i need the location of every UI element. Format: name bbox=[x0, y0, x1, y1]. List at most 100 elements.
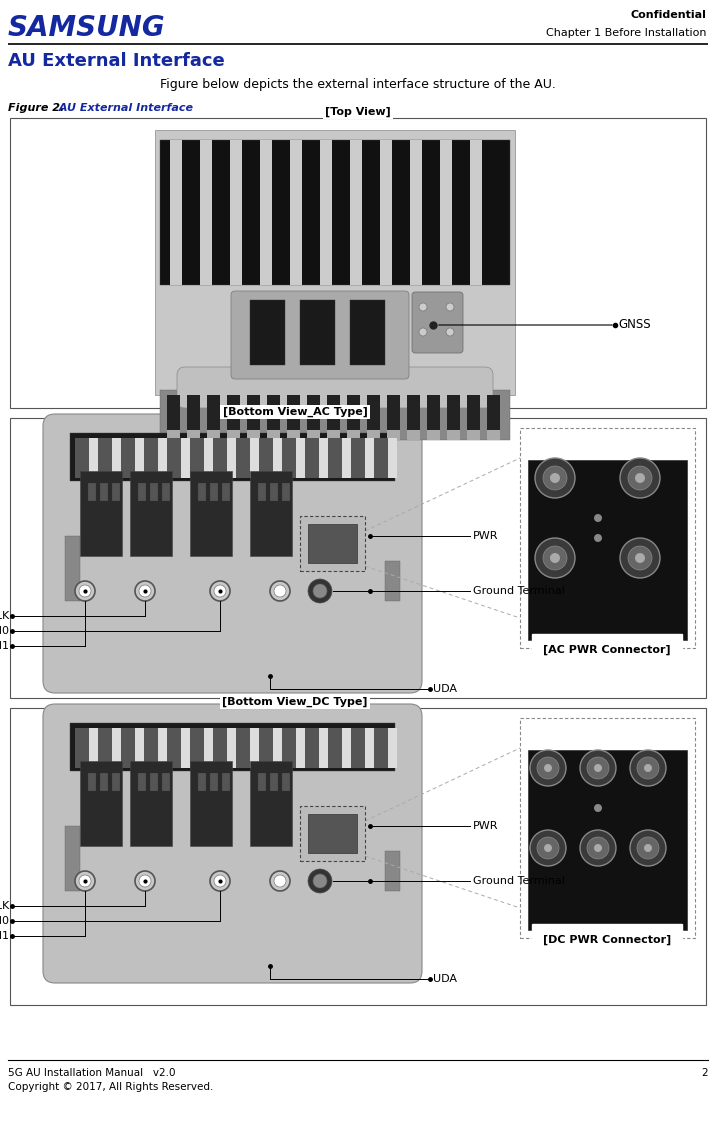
Circle shape bbox=[644, 844, 652, 852]
Bar bbox=[410, 140, 422, 285]
Bar bbox=[365, 438, 374, 478]
Bar bbox=[65, 826, 80, 891]
Bar bbox=[210, 483, 218, 501]
Text: Ground Terminal: Ground Terminal bbox=[473, 586, 565, 596]
Bar bbox=[307, 395, 320, 435]
Bar bbox=[528, 460, 687, 640]
Bar bbox=[374, 438, 388, 478]
Bar bbox=[213, 438, 227, 478]
Bar bbox=[267, 395, 280, 435]
Bar bbox=[80, 761, 122, 846]
Bar bbox=[273, 438, 282, 478]
Circle shape bbox=[79, 875, 91, 887]
Bar bbox=[204, 438, 213, 478]
Circle shape bbox=[543, 466, 567, 490]
Bar bbox=[187, 395, 200, 435]
Bar bbox=[267, 430, 280, 440]
Bar bbox=[374, 728, 388, 768]
Circle shape bbox=[274, 585, 286, 597]
Bar bbox=[236, 438, 250, 478]
Bar bbox=[250, 728, 259, 768]
Bar bbox=[160, 140, 510, 285]
Bar bbox=[380, 140, 392, 285]
Circle shape bbox=[214, 585, 226, 597]
Bar bbox=[98, 728, 112, 768]
Circle shape bbox=[594, 765, 602, 772]
Bar bbox=[300, 806, 365, 861]
Circle shape bbox=[214, 875, 226, 887]
Text: CLK: CLK bbox=[0, 611, 10, 621]
Bar bbox=[80, 470, 122, 556]
Bar bbox=[319, 728, 328, 768]
Bar bbox=[250, 300, 285, 365]
Text: Figure 2.: Figure 2. bbox=[8, 103, 64, 113]
Bar bbox=[319, 438, 328, 478]
Bar bbox=[207, 430, 220, 440]
Bar bbox=[75, 438, 89, 478]
Bar bbox=[190, 470, 232, 556]
Circle shape bbox=[544, 844, 552, 852]
Bar bbox=[259, 438, 273, 478]
Bar bbox=[150, 483, 158, 501]
Bar bbox=[98, 438, 112, 478]
Bar bbox=[520, 428, 695, 648]
Circle shape bbox=[587, 837, 609, 860]
Circle shape bbox=[210, 581, 230, 601]
Bar bbox=[155, 130, 515, 395]
Bar bbox=[328, 438, 342, 478]
Bar bbox=[160, 390, 510, 440]
Circle shape bbox=[620, 538, 660, 578]
Bar bbox=[167, 438, 181, 478]
Text: CLK: CLK bbox=[0, 901, 10, 910]
Bar bbox=[162, 483, 170, 501]
Text: PWR: PWR bbox=[473, 530, 498, 541]
Bar bbox=[447, 395, 460, 435]
Text: [Bottom View_AC Type]: [Bottom View_AC Type] bbox=[223, 407, 367, 417]
Circle shape bbox=[628, 466, 652, 490]
Circle shape bbox=[313, 584, 327, 598]
Text: 5G AU Installation Manual   v2.0: 5G AU Installation Manual v2.0 bbox=[8, 1068, 175, 1078]
Bar bbox=[130, 470, 172, 556]
Bar bbox=[112, 772, 120, 791]
Bar bbox=[70, 433, 395, 481]
Bar bbox=[230, 140, 242, 285]
Bar bbox=[367, 430, 380, 440]
Text: 2: 2 bbox=[702, 1068, 708, 1078]
FancyBboxPatch shape bbox=[43, 414, 422, 693]
Circle shape bbox=[308, 869, 332, 893]
Bar bbox=[10, 708, 706, 1005]
Circle shape bbox=[139, 585, 151, 597]
Bar bbox=[528, 750, 687, 930]
Bar bbox=[327, 395, 340, 435]
Circle shape bbox=[537, 837, 559, 860]
Bar bbox=[181, 438, 190, 478]
Text: [DC PWR Connector]: [DC PWR Connector] bbox=[543, 935, 671, 946]
Text: [Bottom View_DC Type]: [Bottom View_DC Type] bbox=[222, 697, 368, 707]
Circle shape bbox=[535, 538, 575, 578]
Circle shape bbox=[139, 875, 151, 887]
Bar bbox=[190, 728, 204, 768]
Bar bbox=[270, 772, 278, 791]
Circle shape bbox=[620, 458, 660, 498]
Circle shape bbox=[530, 830, 566, 866]
Bar bbox=[367, 395, 380, 435]
Bar bbox=[350, 140, 362, 285]
Bar bbox=[258, 772, 266, 791]
Circle shape bbox=[530, 750, 566, 786]
Circle shape bbox=[635, 553, 645, 563]
Bar bbox=[347, 395, 360, 435]
Circle shape bbox=[580, 830, 616, 866]
Bar bbox=[300, 300, 335, 365]
Bar bbox=[227, 728, 236, 768]
Circle shape bbox=[635, 473, 645, 483]
Bar bbox=[327, 430, 340, 440]
Text: [AC PWR Connector]: [AC PWR Connector] bbox=[543, 645, 671, 655]
Bar bbox=[204, 728, 213, 768]
Bar bbox=[342, 438, 351, 478]
Bar bbox=[427, 395, 440, 435]
Circle shape bbox=[135, 581, 155, 601]
Circle shape bbox=[630, 750, 666, 786]
Circle shape bbox=[587, 757, 609, 779]
Circle shape bbox=[75, 581, 95, 601]
Bar bbox=[138, 772, 146, 791]
